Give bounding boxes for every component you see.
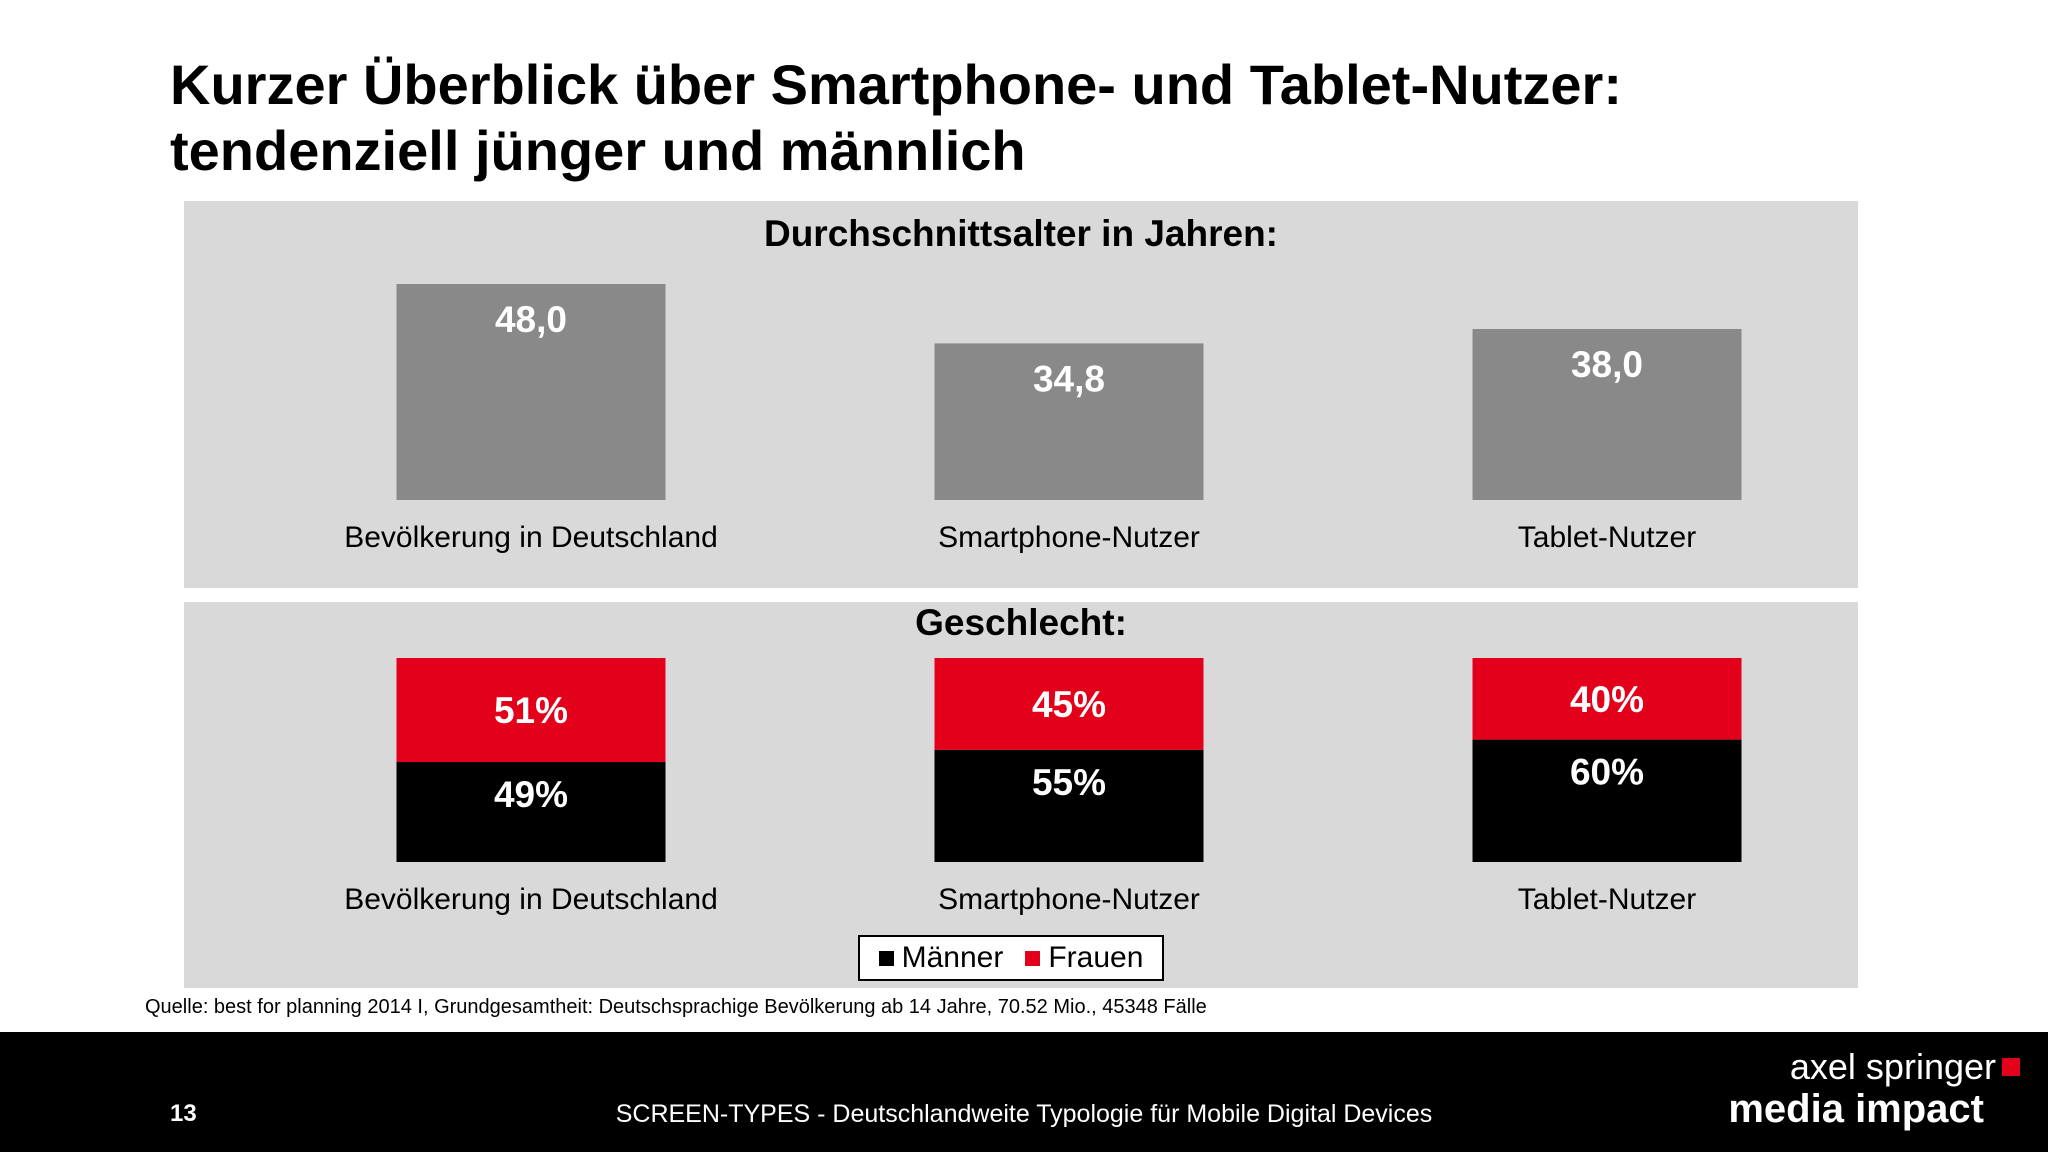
frauen-bar-1 bbox=[396, 658, 666, 763]
age-category-label-1: Bevölkerung in Deutschland bbox=[344, 521, 718, 554]
axel-springer-logo: axel springer media impact bbox=[1728, 1047, 2020, 1131]
gender-chart: 51% 49% Bevölkerung in Deutschland 45% 55% Sm… bbox=[344, 658, 1742, 916]
legend-item-maenner: Männer bbox=[878, 941, 1004, 975]
logo-text-line-1: axel springer bbox=[1789, 1046, 1996, 1087]
age-chart-panel: Durchschnittsalter in Jahren: 48,0 Bevölk… bbox=[184, 201, 1858, 588]
gender-category-label-1: Bevölkerung in Deutschland bbox=[344, 883, 718, 916]
logo-square-icon bbox=[2002, 1058, 2020, 1076]
age-chart-title: Durchschnittsalter in Jahren: bbox=[763, 213, 1278, 254]
slide-title: Kurzer Überblick über Smartphone- und Ta… bbox=[170, 52, 1970, 184]
age-value-label-1: 48,0 bbox=[495, 299, 567, 340]
frauen-value-label-1: 51% bbox=[494, 690, 568, 731]
maenner-bar-2 bbox=[934, 749, 1204, 862]
title-line-2: tendenziell jünger und männlich bbox=[170, 119, 1026, 182]
maenner-value-label-3: 60% bbox=[1570, 752, 1644, 793]
age-bar-2 bbox=[934, 343, 1204, 500]
maenner-bar-1 bbox=[396, 762, 666, 862]
age-bar-1 bbox=[396, 284, 666, 500]
source-note: Quelle: best for planning 2014 I, Grundg… bbox=[145, 996, 1207, 1018]
age-category-label-3: Tablet-Nutzer bbox=[1518, 521, 1696, 554]
page-number: 13 bbox=[170, 1100, 197, 1127]
legend-label-frauen: Frauen bbox=[1048, 941, 1144, 974]
legend-swatch-frauen bbox=[1025, 950, 1041, 966]
legend-label-maenner: Männer bbox=[901, 941, 1004, 974]
frauen-value-label-3: 40% bbox=[1570, 679, 1644, 720]
gender-legend: Männer Frauen bbox=[858, 935, 1164, 981]
maenner-bar-3 bbox=[1472, 739, 1742, 862]
age-value-label-3: 38,0 bbox=[1571, 344, 1643, 385]
maenner-value-label-1: 49% bbox=[494, 774, 568, 815]
footer-bar: 13 SCREEN-TYPES - Deutschlandweite Typol… bbox=[0, 1032, 2048, 1152]
age-value-label-2: 34,8 bbox=[1033, 358, 1105, 399]
age-chart: 48,0 Bevölkerung in Deutschland 34,8 Smartp… bbox=[344, 284, 1742, 554]
title-line-1: Kurzer Überblick über Smartphone- und Ta… bbox=[170, 53, 1622, 116]
gender-chart-panel: Geschlecht: 51% 49% Bevölkerung in Deutsch… bbox=[184, 602, 1858, 988]
footer-text: SCREEN-TYPES - Deutschlandweite Typologi… bbox=[615, 1100, 1433, 1128]
frauen-bar-2 bbox=[934, 658, 1204, 750]
age-bar-3 bbox=[1472, 329, 1742, 500]
frauen-bar-3 bbox=[1472, 658, 1742, 740]
legend-item-frauen: Frauen bbox=[1025, 941, 1143, 975]
legend-swatch-maenner bbox=[878, 950, 894, 966]
gender-chart-title: Geschlecht: bbox=[915, 602, 1127, 643]
gender-category-label-2: Smartphone-Nutzer bbox=[938, 883, 1200, 916]
logo-text-line-2: media impact bbox=[1728, 1087, 1984, 1131]
gender-category-label-3: Tablet-Nutzer bbox=[1518, 883, 1696, 916]
age-category-label-2: Smartphone-Nutzer bbox=[938, 521, 1200, 554]
maenner-value-label-2: 55% bbox=[1032, 762, 1106, 803]
frauen-value-label-2: 45% bbox=[1032, 684, 1106, 725]
